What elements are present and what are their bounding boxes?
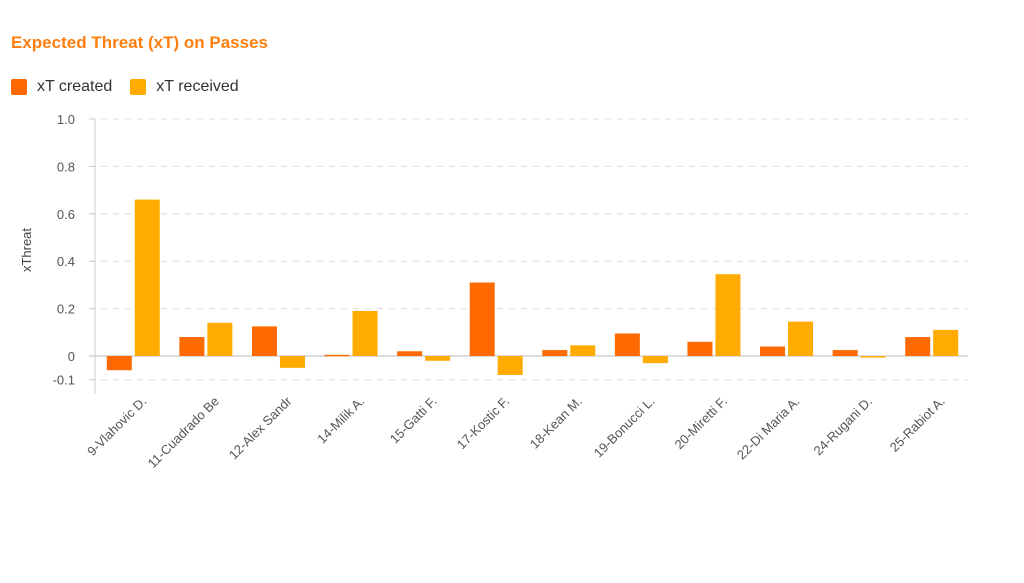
- bar-created[interactable]: [687, 341, 713, 356]
- x-tick-label: 17-Kostic F.: [454, 394, 513, 453]
- bar-received[interactable]: [933, 329, 959, 356]
- y-tick-label: 0.6: [57, 207, 75, 222]
- grid-lines: [89, 118, 968, 381]
- bar-received[interactable]: [642, 356, 668, 364]
- y-tick-label: -0.1: [53, 373, 75, 388]
- bar-received[interactable]: [570, 345, 596, 356]
- bar-received[interactable]: [134, 199, 160, 356]
- legend-label-received: xT received: [156, 78, 239, 95]
- bar-created[interactable]: [251, 326, 277, 356]
- y-tick-label: 0.8: [57, 159, 75, 174]
- bar-created[interactable]: [324, 354, 350, 357]
- y-tick-label: 0.4: [57, 254, 75, 269]
- y-tick-label: 0.2: [57, 302, 75, 317]
- y-tick-label: 0: [68, 349, 75, 364]
- x-tick-label: 19-Bonucci L.: [591, 394, 658, 461]
- y-axis-title: xThreat: [19, 228, 34, 272]
- bar-received[interactable]: [860, 356, 886, 358]
- y-tick-label: 1.0: [57, 112, 75, 127]
- x-tick-label: 15-Gatti F.: [387, 394, 440, 447]
- bar-received[interactable]: [715, 274, 741, 356]
- bar-received[interactable]: [788, 321, 814, 356]
- x-tick-label: 12-Alex Sandr: [226, 393, 295, 462]
- legend-swatch-created: [11, 79, 27, 95]
- bars: [106, 199, 959, 375]
- bar-received[interactable]: [425, 356, 451, 361]
- x-tick-label: 25-Rabiot A.: [887, 394, 948, 455]
- bar-received[interactable]: [352, 310, 378, 356]
- chart-title: Expected Threat (xT) on Passes: [11, 33, 268, 52]
- bar-received[interactable]: [207, 322, 233, 356]
- x-tick-label: 11-Cuadrado Be: [145, 394, 222, 471]
- bar-created[interactable]: [179, 337, 205, 356]
- legend-label-created: xT created: [37, 78, 113, 95]
- bar-created[interactable]: [905, 337, 931, 356]
- bar-created[interactable]: [832, 350, 858, 356]
- x-tick-label: 20-Miretti F.: [671, 394, 730, 453]
- legend-item-created[interactable]: xT created: [11, 78, 112, 96]
- x-tick-label: 14-Milik A.: [314, 394, 367, 447]
- bar-created[interactable]: [760, 346, 786, 356]
- x-tick-label: 22-Di Maria A.: [734, 394, 803, 463]
- x-tick-label: 9-Vlahovic D.: [84, 394, 149, 459]
- bar-received[interactable]: [279, 356, 305, 368]
- bar-created[interactable]: [542, 350, 568, 356]
- bar-created[interactable]: [106, 356, 132, 371]
- bar-received[interactable]: [497, 356, 523, 375]
- x-axis: 9-Vlahovic D.11-Cuadrado Be 12-Alex Sandr…: [84, 393, 948, 471]
- legend-item-received[interactable]: xT received: [130, 78, 239, 96]
- legend-swatch-received: [130, 79, 147, 95]
- x-tick-label: 24-Rugani D.: [810, 394, 875, 459]
- x-tick-label: 18-Kean M.: [527, 394, 585, 452]
- legend: xT created xT received: [11, 78, 257, 96]
- bar-created[interactable]: [397, 351, 423, 356]
- bar-created[interactable]: [614, 333, 640, 356]
- y-axis: -0.1 0 0.2 0.4 0.6 0.8 1.0: [53, 112, 968, 394]
- bar-created[interactable]: [469, 282, 495, 356]
